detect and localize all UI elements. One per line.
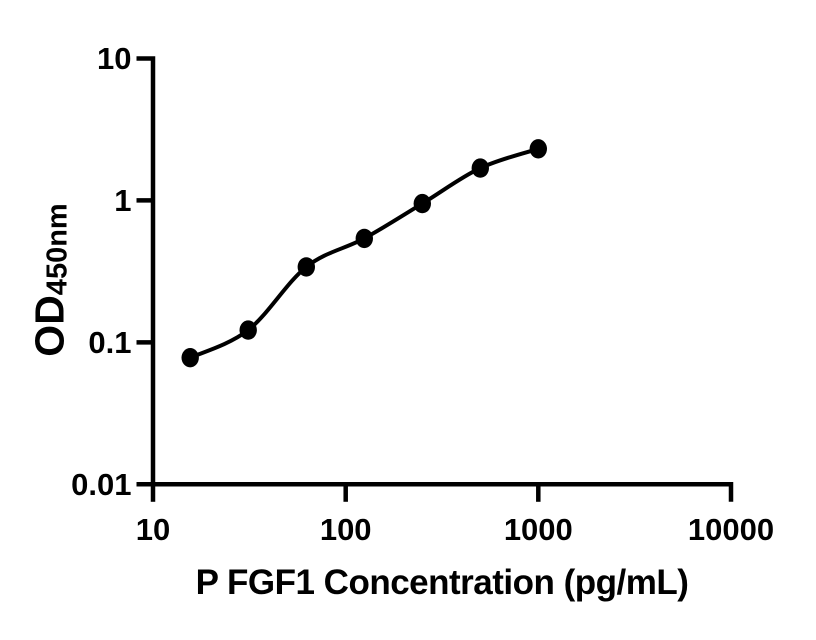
data-point [355, 228, 373, 249]
data-point [181, 348, 199, 368]
x-tick-label: 1000 [504, 512, 573, 547]
data-point [413, 193, 431, 214]
plot-group [181, 139, 547, 368]
axis-frame-line [136, 56, 734, 502]
x-tick-label: 10000 [688, 512, 774, 547]
data-point [529, 139, 547, 159]
y-axis-title-main: OD [27, 295, 73, 357]
y-axis-title: OD450nm [27, 203, 74, 356]
y-axis-title-sub: 450nm [42, 203, 74, 295]
y-tick-label: 1 [114, 183, 131, 218]
data-point [297, 257, 315, 277]
x-tick-label: 100 [320, 512, 372, 547]
y-tick-label: 10 [97, 41, 131, 76]
y-tick-label: 0.01 [71, 467, 131, 502]
data-point [471, 158, 489, 178]
y-tick-label: 0.1 [88, 325, 131, 360]
x-axis-title: P FGF1 Concentration (pg/mL) [196, 563, 689, 602]
data-point [239, 320, 257, 340]
x-tick-label: 10 [136, 512, 170, 547]
